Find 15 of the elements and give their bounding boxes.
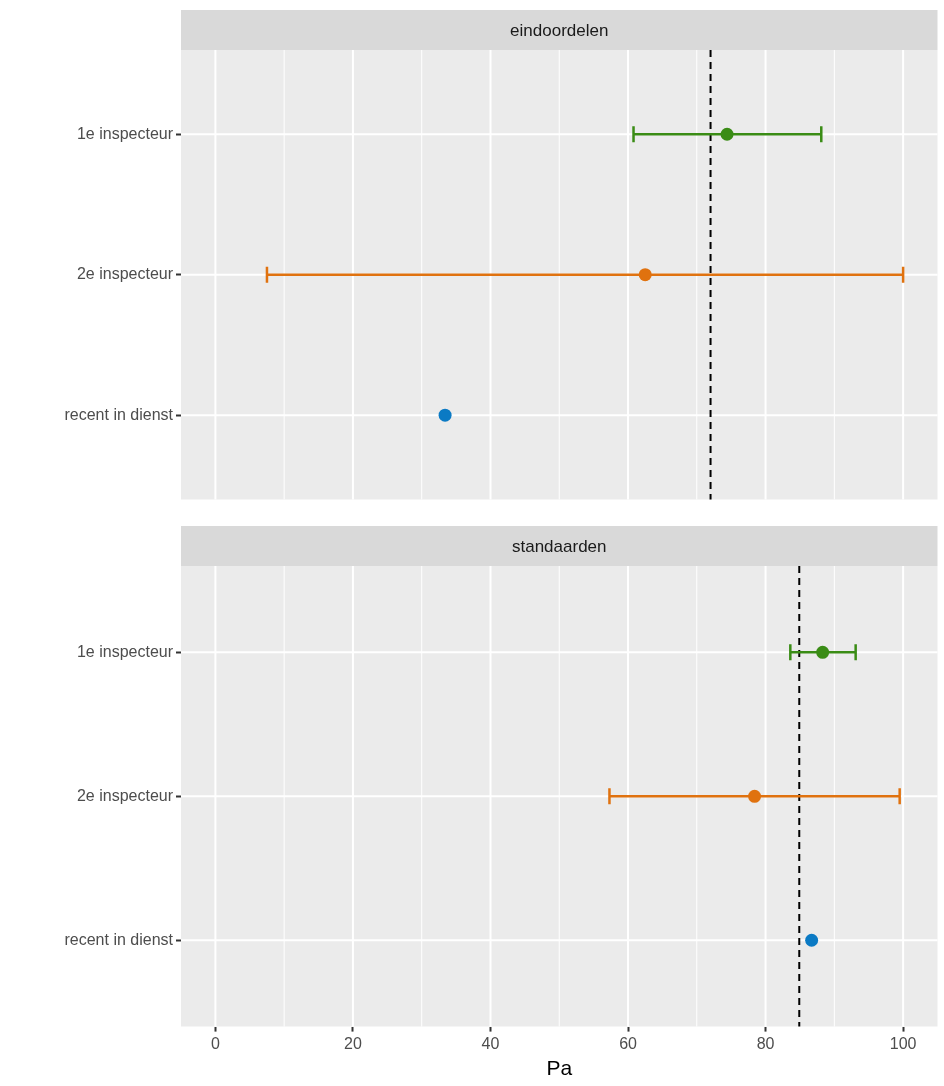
x-axis-title: Pa: [546, 1056, 573, 1080]
x-tick-label: 80: [756, 1034, 775, 1052]
chart-title: standaarden: [511, 536, 607, 556]
y-tick-label: recent in dienst: [64, 930, 174, 948]
y-tick-label: 1e inspecteur: [76, 124, 174, 142]
x-tick-label: 20: [344, 1034, 362, 1052]
x-tick-label: 0: [210, 1034, 220, 1052]
y-tick-label: 2e inspecteur: [76, 265, 174, 283]
x-tick-label: 100: [889, 1034, 917, 1052]
x-tick-label: 40: [481, 1034, 500, 1052]
x-tick-label: 60: [619, 1034, 638, 1052]
y-tick-label: 2e inspecteur: [76, 786, 174, 804]
y-tick-label: 1e inspecteur: [76, 642, 174, 660]
chart-title: eindoordelen: [510, 20, 609, 40]
y-tick-label: recent in dienst: [64, 405, 174, 423]
